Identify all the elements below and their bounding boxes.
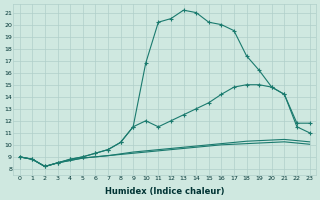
X-axis label: Humidex (Indice chaleur): Humidex (Indice chaleur) (105, 187, 224, 196)
